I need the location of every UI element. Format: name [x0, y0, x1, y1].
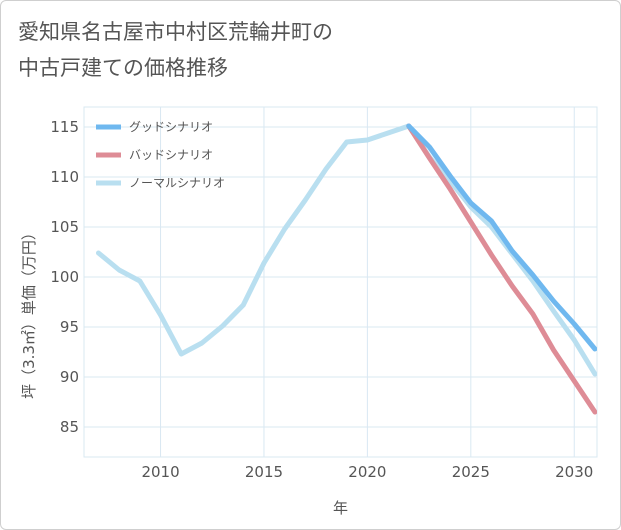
plot-area — [83, 106, 598, 458]
y-tick-label: 100 — [50, 268, 79, 286]
legend-label: バッドシナリオ — [129, 148, 213, 162]
series-line-2 — [406, 123, 597, 415]
x-tick-label: 2030 — [555, 463, 593, 481]
x-tick-label: 2010 — [141, 463, 179, 481]
legend-label: ノーマルシナリオ — [129, 176, 225, 190]
y-tick-label: 110 — [50, 168, 79, 186]
y-tick-label: 85 — [60, 418, 79, 436]
y-tick-label: 105 — [50, 218, 79, 236]
x-tick-label: 2025 — [452, 463, 490, 481]
y-tick-label: 115 — [50, 118, 79, 136]
x-tick-label: 2020 — [348, 463, 386, 481]
series-line-1 — [95, 123, 597, 377]
axis-ticks: 85 90 95 100 105 110 115 2010 2015 2020 2025 2030 — [50, 118, 593, 481]
series-line-3 — [406, 123, 597, 352]
chart-title: 愛知県名古屋市中村区荒輪井町の 中古戸建ての価格推移 — [18, 14, 598, 86]
x-axis-label: 年 — [333, 499, 348, 517]
chart-title-line-1: 愛知県名古屋市中村区荒輪井町の — [18, 20, 333, 44]
y-tick-label: 90 — [60, 368, 79, 386]
chart-title-line-2: 中古戸建ての価格推移 — [18, 56, 228, 80]
y-tick-label: 95 — [60, 318, 79, 336]
series-lines — [95, 123, 597, 415]
x-tick-label: 2015 — [245, 463, 283, 481]
y-axis-label: 坪（3.3㎡）単価（万円） — [20, 225, 38, 399]
legend-label: グッドシナリオ — [129, 120, 213, 134]
